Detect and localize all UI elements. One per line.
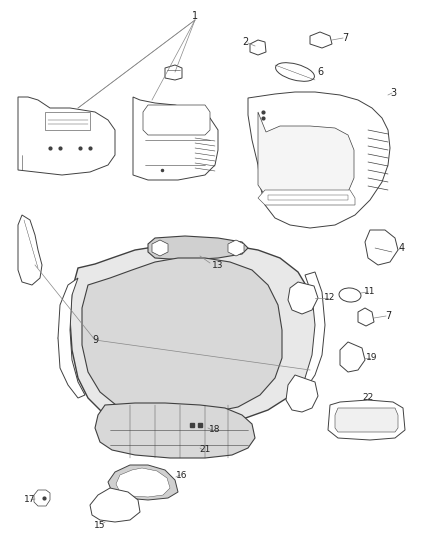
- Text: 6: 6: [317, 67, 323, 77]
- Ellipse shape: [339, 288, 361, 302]
- Text: 3: 3: [390, 88, 396, 98]
- Text: 21: 21: [199, 446, 211, 455]
- Polygon shape: [328, 400, 405, 440]
- Polygon shape: [250, 40, 266, 55]
- Polygon shape: [90, 488, 140, 522]
- Text: 12: 12: [324, 294, 336, 303]
- Polygon shape: [58, 278, 85, 398]
- Polygon shape: [18, 215, 42, 285]
- Text: 4: 4: [399, 243, 405, 253]
- Text: 11: 11: [364, 287, 376, 296]
- Polygon shape: [165, 65, 182, 80]
- Text: 19: 19: [366, 353, 378, 362]
- Polygon shape: [310, 32, 332, 48]
- Polygon shape: [108, 465, 178, 500]
- Polygon shape: [95, 403, 255, 458]
- Polygon shape: [116, 468, 170, 497]
- Polygon shape: [288, 282, 318, 314]
- Polygon shape: [340, 342, 365, 372]
- Polygon shape: [258, 190, 355, 205]
- Polygon shape: [365, 230, 398, 265]
- Polygon shape: [18, 97, 115, 175]
- Text: 22: 22: [362, 393, 374, 402]
- Text: 16: 16: [176, 471, 188, 480]
- Polygon shape: [143, 105, 210, 135]
- Polygon shape: [335, 408, 398, 432]
- Polygon shape: [58, 330, 72, 347]
- Polygon shape: [286, 375, 318, 412]
- Polygon shape: [298, 272, 325, 390]
- Polygon shape: [133, 97, 218, 180]
- Text: 9: 9: [92, 335, 98, 345]
- Polygon shape: [228, 240, 244, 256]
- Text: 13: 13: [212, 261, 224, 270]
- Polygon shape: [45, 112, 90, 130]
- Text: 15: 15: [94, 521, 106, 529]
- Text: 17: 17: [24, 496, 36, 505]
- Text: 18: 18: [209, 425, 221, 434]
- Polygon shape: [268, 195, 348, 200]
- Polygon shape: [148, 236, 248, 260]
- Polygon shape: [248, 92, 390, 228]
- Polygon shape: [70, 244, 320, 428]
- Polygon shape: [152, 240, 168, 256]
- Polygon shape: [34, 490, 50, 506]
- Text: 1: 1: [192, 11, 198, 21]
- Text: 7: 7: [342, 33, 348, 43]
- Polygon shape: [358, 308, 374, 326]
- Polygon shape: [258, 112, 354, 202]
- Ellipse shape: [276, 63, 314, 82]
- Text: 2: 2: [242, 37, 248, 47]
- Polygon shape: [82, 258, 282, 415]
- Text: 7: 7: [385, 311, 391, 321]
